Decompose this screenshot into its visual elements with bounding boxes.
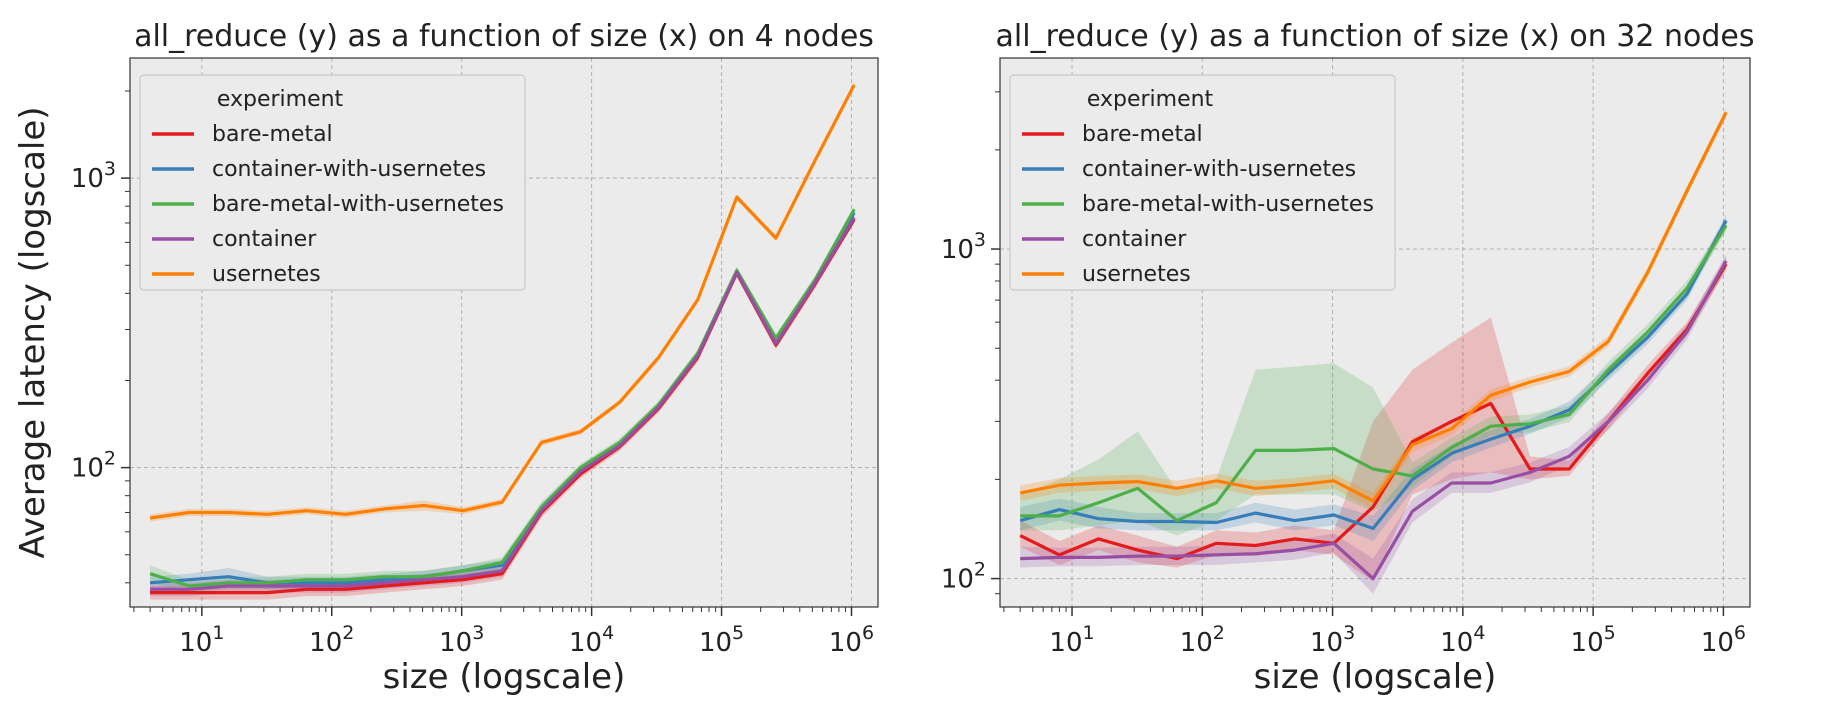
y-tick-label: 103 xyxy=(941,229,986,265)
legend-label-container-with-usernetes: container-with-usernetes xyxy=(212,157,486,182)
legend-label-usernetes: usernetes xyxy=(212,262,321,287)
x-tick-label: 105 xyxy=(699,622,744,658)
legend-label-bare-metal: bare-metal xyxy=(212,122,333,147)
series-line-bare-metal-with-usernetes xyxy=(1020,224,1728,523)
x-tick-label: 106 xyxy=(1701,622,1746,658)
x-tick-label: 104 xyxy=(569,622,614,658)
legend-box xyxy=(139,74,526,291)
y-tick-label: 102 xyxy=(941,559,986,595)
x-tick-label: 102 xyxy=(309,622,354,658)
series-line-usernetes xyxy=(149,84,856,520)
y-tick-label: 102 xyxy=(71,448,116,484)
series-line-bare-metal-with-usernetes xyxy=(149,208,856,588)
axes-frame xyxy=(999,57,1751,608)
legend: experiment bare-metal container-with-usern… xyxy=(1009,74,1396,291)
legend-label-usernetes: usernetes xyxy=(1082,262,1191,287)
series-line-container xyxy=(1020,260,1728,581)
x-tick-label: 104 xyxy=(1440,622,1485,658)
x-axis-label: size (logscale) xyxy=(383,657,626,697)
legend: experiment bare-metal container-with-usern… xyxy=(139,74,526,291)
chart-panel-1: 101 102 103 104 105 106 102 103 all_reduce (y) a… xyxy=(13,19,879,697)
legend-title: experiment xyxy=(217,87,344,112)
minor-ticks xyxy=(125,90,847,612)
minor-ticks xyxy=(995,91,1718,612)
axes-frame xyxy=(129,57,879,608)
y-tick-label: 103 xyxy=(71,158,116,194)
band-bare-metal xyxy=(1020,257,1727,582)
x-tick-label: 101 xyxy=(1049,622,1094,658)
legend-label-bare-metal-with-usernetes: bare-metal-with-usernetes xyxy=(1082,192,1374,217)
band-container xyxy=(1020,254,1727,594)
chart-title: all_reduce (y) as a function of size (x)… xyxy=(996,19,1755,54)
x-tick-label: 101 xyxy=(179,622,224,658)
legend-label-container: container xyxy=(212,227,317,252)
chart-title: all_reduce (y) as a function of size (x)… xyxy=(134,19,874,54)
legend-title: experiment xyxy=(1087,87,1214,112)
x-tick-label: 103 xyxy=(1310,622,1355,658)
x-tick-label: 103 xyxy=(439,622,484,658)
legend-box xyxy=(1009,74,1396,291)
series-line-container xyxy=(150,216,856,591)
x-axis-label: size (logscale) xyxy=(1254,657,1497,697)
legend-label-bare-metal-with-usernetes: bare-metal-with-usernetes xyxy=(212,192,504,217)
legend-label-container: container xyxy=(1082,227,1187,252)
band-container-with-usernetes xyxy=(1020,214,1727,541)
x-tick-label: 102 xyxy=(1180,622,1225,658)
chart-panel-2: 101 102 103 104 105 106 102 103 all_reduce (y) a… xyxy=(941,19,1755,697)
series-line-container-with-usernetes xyxy=(1019,219,1728,531)
x-tick-label: 106 xyxy=(829,622,874,658)
series-line-usernetes xyxy=(1019,111,1728,503)
x-tick-label: 105 xyxy=(1571,622,1616,658)
legend-label-bare-metal: bare-metal xyxy=(1082,122,1203,147)
legend-label-container-with-usernetes: container-with-usernetes xyxy=(1082,157,1356,182)
y-axis-label: Average latency (logscale) xyxy=(13,106,53,558)
